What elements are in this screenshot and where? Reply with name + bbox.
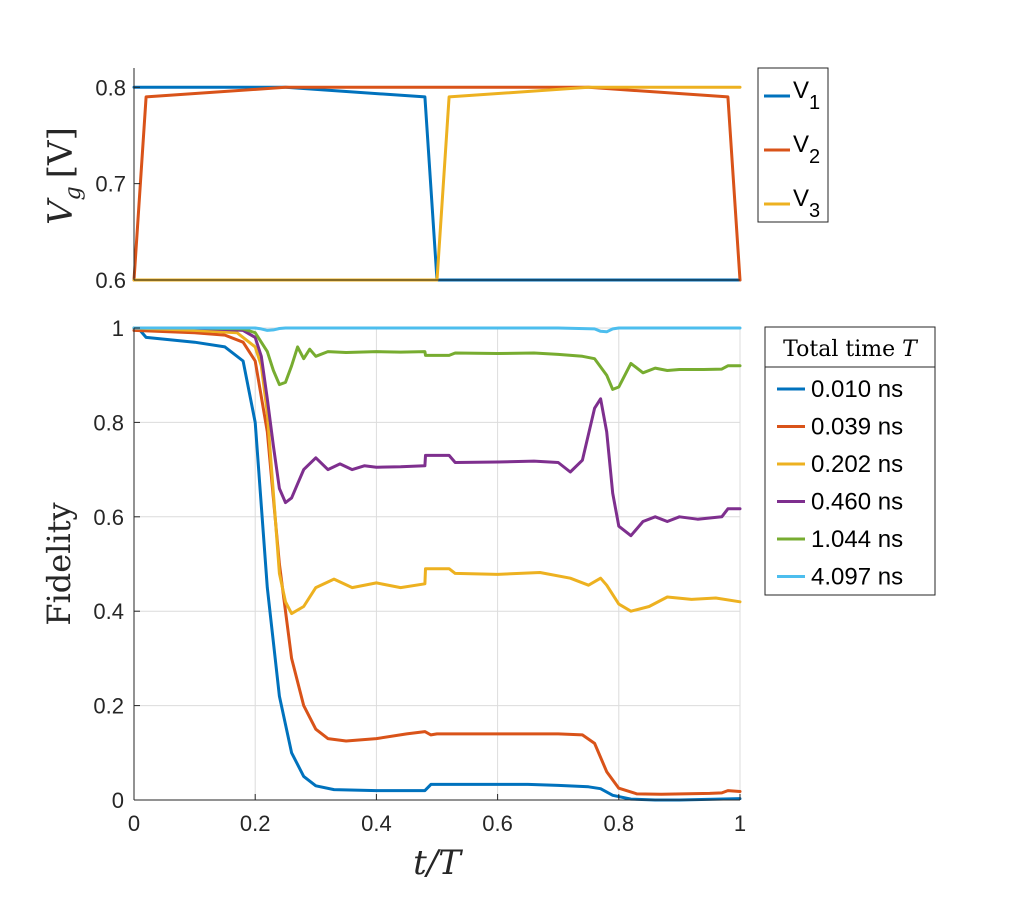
- voltage-legend: V1 V2 V3: [757, 67, 829, 223]
- fidelity-ytick-label-4: 0.8: [93, 410, 124, 435]
- voltage-series-v2: [132, 85, 742, 282]
- fidelity-xtick-label-3: 0.6: [482, 811, 513, 836]
- fidelity-ytick-label-0: 0: [112, 788, 124, 813]
- fidelity-series-0: [132, 326, 742, 802]
- voltage-y-label: Vg[V]: [41, 127, 86, 225]
- fidelity-panel: 0 0.2 0.4 0.6 0.8 1 0 0.2 0.4 0.6 0.8 1 Fidelity t…: [40, 316, 936, 883]
- fidelity-legend-label-0: 0.010 ns: [811, 376, 903, 403]
- voltage-panel: 0.6 0.7 0.8 Vg[V] V1 V2 V3: [41, 67, 829, 293]
- legend-title: Total time T: [783, 337, 919, 362]
- fidelity-xtick-label-2: 0.4: [361, 811, 392, 836]
- fidelity-legend-label-3: 0.460 ns: [811, 489, 903, 516]
- fidelity-ytick-label-3: 0.6: [93, 505, 124, 530]
- fidelity-xtick-label-4: 0.8: [604, 811, 635, 836]
- voltage-y-ticks: 0.6 0.7 0.8: [95, 75, 140, 293]
- fidelity-y-ticks: 0 0.2 0.4 0.6 0.8 1: [93, 316, 140, 813]
- fidelity-legend-label-4: 1.044 ns: [811, 526, 903, 553]
- fidelity-legend: Total time T 0.010 ns 0.039 ns 0.202 ns 0.4…: [764, 326, 936, 596]
- voltage-ytick-label-1: 0.7: [95, 172, 126, 197]
- fidelity-x-label: t/T: [413, 843, 463, 883]
- voltage-ytick-label-2: 0.8: [95, 75, 126, 100]
- voltage-legend-label-0: V1: [793, 77, 820, 114]
- fidelity-series-5: [132, 326, 742, 334]
- fidelity-legend-label-2: 0.202 ns: [811, 451, 903, 478]
- fidelity-y-label: Fidelity: [40, 502, 78, 625]
- fidelity-ytick-label-2: 0.4: [93, 599, 124, 624]
- voltage-legend-label-1: V2: [793, 131, 820, 168]
- fidelity-x-ticks: 0 0.2 0.4 0.6 0.8 1: [128, 794, 746, 836]
- fidelity-xtick-label-5: 1: [734, 811, 746, 836]
- fidelity-legend-label-1: 0.039 ns: [811, 414, 903, 441]
- fidelity-series-3: [132, 326, 742, 538]
- voltage-legend-label-2: V3: [793, 185, 820, 222]
- fidelity-curves: [132, 326, 742, 802]
- fidelity-xtick-label-0: 0: [128, 811, 140, 836]
- fidelity-series-2: [132, 326, 742, 616]
- fidelity-ytick-label-5: 1: [112, 316, 124, 341]
- fidelity-xtick-label-1: 0.2: [240, 811, 271, 836]
- fidelity-legend-label-5: 4.097 ns: [811, 564, 903, 591]
- fidelity-series-4: [132, 326, 742, 391]
- voltage-ytick-label-0: 0.6: [95, 268, 126, 293]
- fidelity-ytick-label-1: 0.2: [93, 694, 124, 719]
